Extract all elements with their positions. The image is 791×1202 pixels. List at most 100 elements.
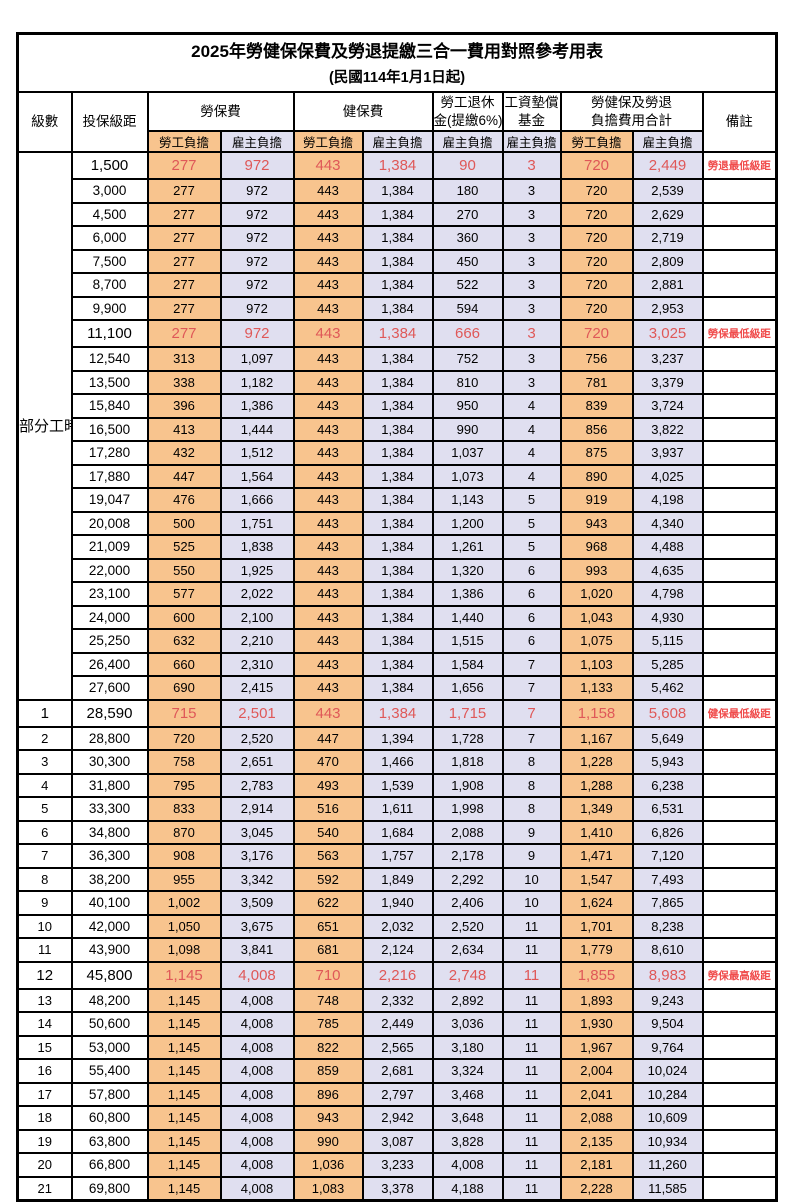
level-cell: 12 <box>16 960 73 990</box>
table-row: 22,000 550 1,925 443 1,384 1,320 6 993 4,635 <box>18 557 778 583</box>
pension-employer-cell: 2,748 <box>431 960 504 990</box>
level-cell: 8 <box>16 866 73 892</box>
total-employee-cell: 2,041 <box>559 1081 634 1107</box>
table-row: 4 31,800 795 2,783 493 1,539 1,908 8 1,288 6,238 <box>16 772 778 798</box>
pension-employer-cell: 1,728 <box>431 725 504 751</box>
total-employee-cell: 839 <box>559 393 634 419</box>
labor-employer-cell: 2,022 <box>219 581 295 607</box>
remark-cell <box>701 178 778 204</box>
header-pension-line1: 勞工退休 <box>440 94 495 110</box>
remark-cell <box>701 534 778 560</box>
pension-employer-cell: 1,998 <box>431 796 504 822</box>
pension-employer-cell: 752 <box>431 346 504 372</box>
health-employee-cell: 681 <box>292 937 364 963</box>
salary-cell: 36,300 <box>70 843 149 869</box>
labor-employer-cell: 3,509 <box>219 890 295 916</box>
labor-employee-cell: 758 <box>146 749 222 775</box>
total-employee-cell: 1,158 <box>559 698 634 728</box>
page: 2025年勞健保保費及勞退提繳三合一費用對照參考用表 (民國114年1月1日起)… <box>16 32 779 1202</box>
salary-cell: 4,500 <box>70 201 149 227</box>
remark-cell: 健保最低級距 <box>701 698 778 728</box>
labor-employer-cell: 1,386 <box>219 393 295 419</box>
total-employer-cell: 4,198 <box>631 487 704 513</box>
salary-cell: 43,900 <box>70 937 149 963</box>
table-body: 部分工時1,5002779724431,3849037202,449勞退最低級距… <box>16 151 778 1202</box>
pension-employer-cell: 2,088 <box>431 819 504 845</box>
health-employee-cell: 443 <box>292 393 364 419</box>
labor-employer-cell: 2,100 <box>219 604 295 630</box>
header-wage-fund: 工資墊償 基金 <box>501 91 562 132</box>
total-employer-cell: 10,609 <box>631 1105 704 1131</box>
table-row: 20 66,800 1,145 4,008 1,036 3,233 4,008 11 2,181… <box>16 1152 778 1178</box>
labor-employee-cell: 715 <box>146 698 222 728</box>
wage-fund-employer-cell: 11 <box>501 1011 562 1037</box>
health-employee-cell: 896 <box>292 1081 364 1107</box>
health-employer-cell: 2,565 <box>361 1034 434 1060</box>
total-employee-cell: 1,855 <box>559 960 634 990</box>
table-row: 5 33,300 833 2,914 516 1,611 1,998 8 1,349 6,531 <box>16 796 778 822</box>
total-employee-cell: 1,779 <box>559 937 634 963</box>
remark-cell <box>701 796 778 822</box>
total-employer-cell: 2,809 <box>631 248 704 274</box>
title-row: 2025年勞健保保費及勞退提繳三合一費用對照參考用表 (民國114年1月1日起) <box>16 32 778 93</box>
header-labor-employer: 雇主負擔 <box>219 130 295 153</box>
health-employer-cell: 1,384 <box>361 675 434 701</box>
table-row: 14 50,600 1,145 4,008 785 2,449 3,036 11 1,930 9,… <box>16 1011 778 1037</box>
labor-employee-cell: 338 <box>146 369 222 395</box>
header-health-employee: 勞工負擔 <box>292 130 364 153</box>
labor-employee-cell: 1,145 <box>146 987 222 1013</box>
remark-cell <box>701 725 778 751</box>
health-employer-cell: 1,384 <box>361 248 434 274</box>
labor-employer-cell: 972 <box>219 319 295 348</box>
health-employee-cell: 443 <box>292 510 364 536</box>
labor-employee-cell: 413 <box>146 416 222 442</box>
remark-cell: 勞退最低級距 <box>701 151 778 180</box>
salary-cell: 3,000 <box>70 178 149 204</box>
health-employee-cell: 443 <box>292 651 364 677</box>
wage-fund-employer-cell: 3 <box>501 369 562 395</box>
labor-employer-cell: 972 <box>219 178 295 204</box>
wage-fund-employer-cell: 6 <box>501 557 562 583</box>
health-employer-cell: 1,384 <box>361 628 434 654</box>
pension-employer-cell: 3,324 <box>431 1058 504 1084</box>
labor-employer-cell: 3,841 <box>219 937 295 963</box>
salary-cell: 17,280 <box>70 440 149 466</box>
labor-employer-cell: 1,838 <box>219 534 295 560</box>
pension-employer-cell: 1,261 <box>431 534 504 560</box>
salary-cell: 33,300 <box>70 796 149 822</box>
total-employee-cell: 1,930 <box>559 1011 634 1037</box>
total-employee-cell: 2,181 <box>559 1152 634 1178</box>
remark-cell <box>701 248 778 274</box>
health-employer-cell: 1,394 <box>361 725 434 751</box>
labor-employer-cell: 4,008 <box>219 1058 295 1084</box>
labor-employer-cell: 972 <box>219 151 295 180</box>
salary-cell: 60,800 <box>70 1105 149 1131</box>
remark-cell <box>701 225 778 251</box>
labor-employee-cell: 500 <box>146 510 222 536</box>
total-employee-cell: 943 <box>559 510 634 536</box>
header-total-line1: 勞健保及勞退 <box>591 94 672 110</box>
health-employer-cell: 2,332 <box>361 987 434 1013</box>
pension-employer-cell: 1,200 <box>431 510 504 536</box>
labor-employee-cell: 313 <box>146 346 222 372</box>
labor-employee-cell: 908 <box>146 843 222 869</box>
pension-employer-cell: 3,036 <box>431 1011 504 1037</box>
pension-employer-cell: 1,656 <box>431 675 504 701</box>
salary-cell: 7,500 <box>70 248 149 274</box>
pension-employer-cell: 270 <box>431 201 504 227</box>
table-row: 19,047 476 1,666 443 1,384 1,143 5 919 4,198 <box>18 487 778 513</box>
remark-cell <box>701 1011 778 1037</box>
remark-cell <box>701 1034 778 1060</box>
total-employer-cell: 4,798 <box>631 581 704 607</box>
level-cell: 4 <box>16 772 73 798</box>
health-employee-cell: 859 <box>292 1058 364 1084</box>
labor-employee-cell: 1,145 <box>146 1081 222 1107</box>
salary-cell: 22,000 <box>70 557 149 583</box>
labor-employee-cell: 447 <box>146 463 222 489</box>
health-employee-cell: 540 <box>292 819 364 845</box>
health-employee-cell: 493 <box>292 772 364 798</box>
remark-cell <box>701 1175 778 1202</box>
table-row: 7,500 277 972 443 1,384 450 3 720 2,809 <box>18 248 778 274</box>
health-employee-cell: 443 <box>292 557 364 583</box>
health-employer-cell: 1,384 <box>361 369 434 395</box>
